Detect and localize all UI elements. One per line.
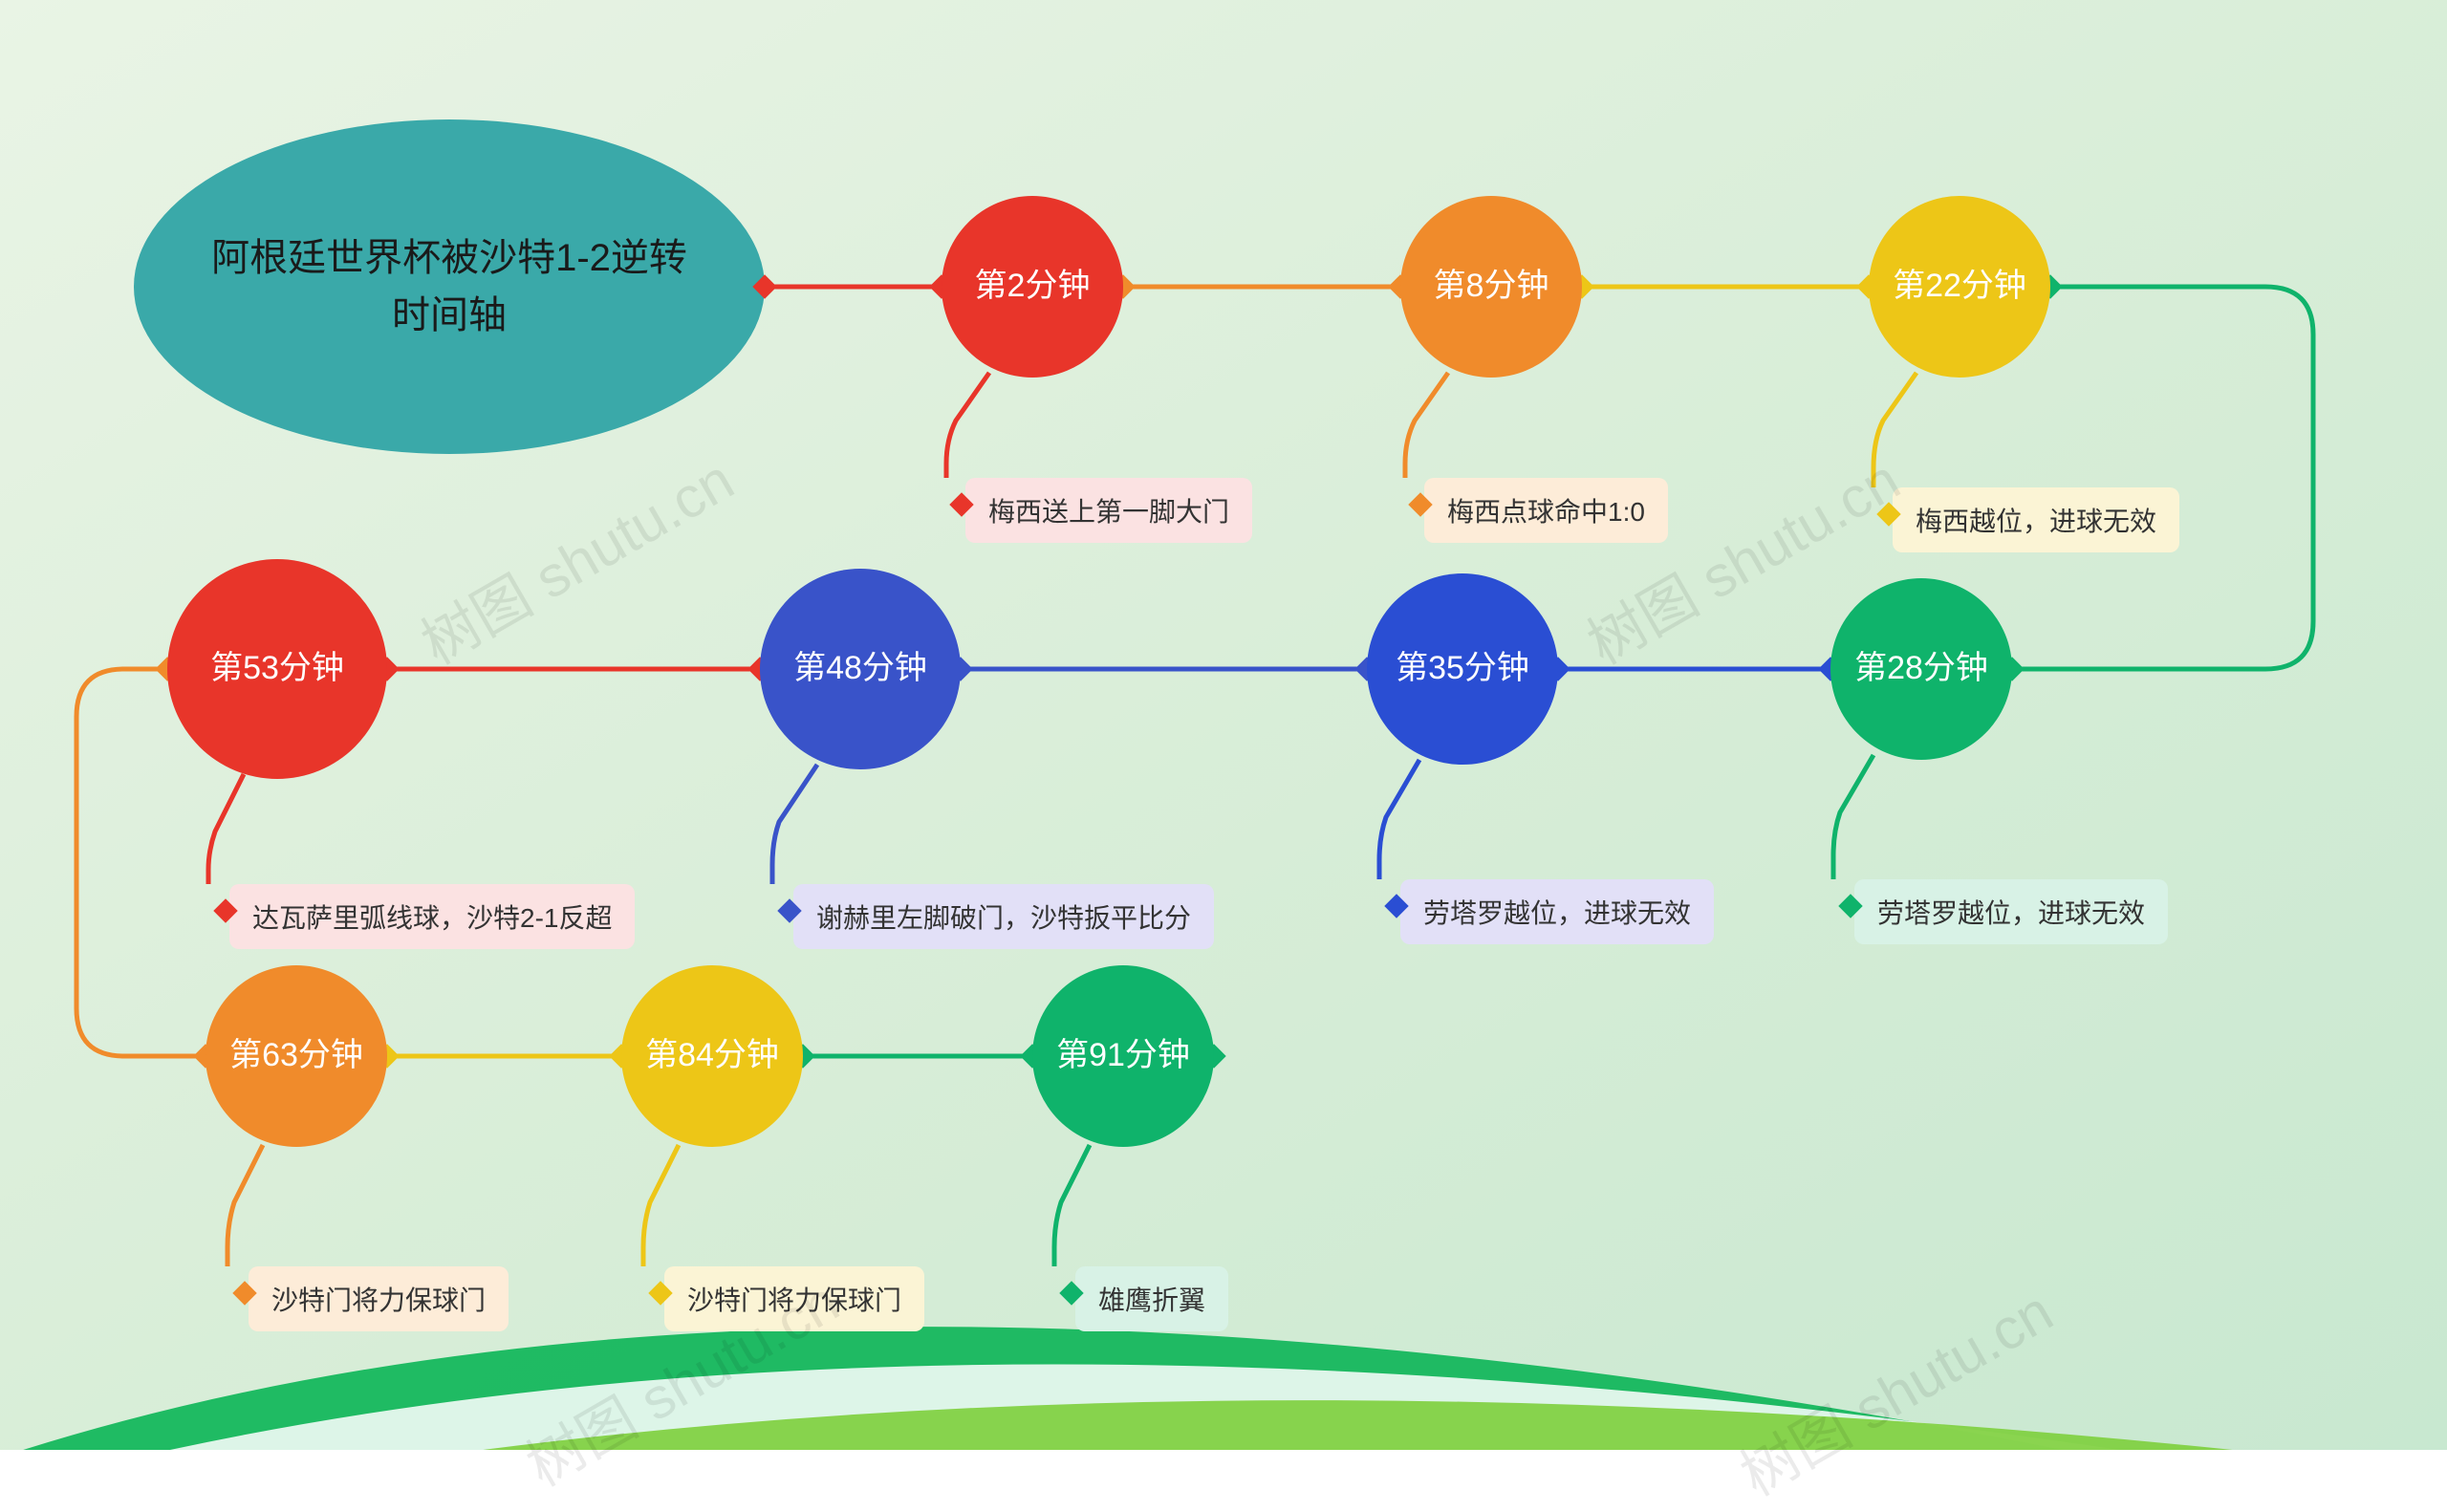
watermark-text: 树图 shutu.cn bbox=[404, 435, 747, 680]
watermark-layer: 树图 shutu.cn树图 shutu.cn树图 shutu.cn树图 shut… bbox=[0, 0, 2447, 1450]
watermark-text: 树图 shutu.cn bbox=[1570, 435, 1913, 680]
diagram-canvas: 阿根廷世界杯被沙特1-2逆转时间轴 第2分钟梅西送上第一脚大门第8分钟梅西点球命… bbox=[0, 0, 2447, 1450]
watermark-text: 树图 shutu.cn bbox=[509, 1257, 852, 1502]
watermark-text: 树图 shutu.cn bbox=[1723, 1266, 2066, 1512]
